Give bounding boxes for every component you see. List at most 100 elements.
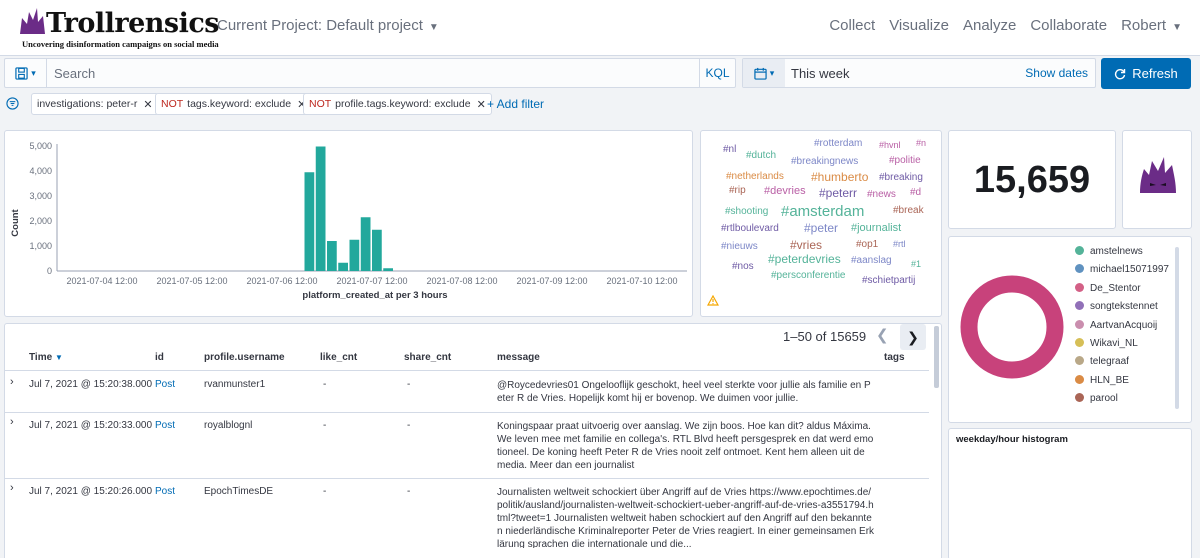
- hashtag-word[interactable]: #break: [893, 205, 924, 216]
- user-menu[interactable]: Robert ▼: [1121, 17, 1182, 34]
- hashtag-word[interactable]: #dutch: [746, 150, 777, 161]
- hashtag-word[interactable]: #nieuws: [721, 241, 758, 252]
- table-scrollbar[interactable]: [934, 326, 939, 388]
- hashtag-word[interactable]: #nl: [723, 144, 737, 155]
- add-filter-button[interactable]: + Add filter: [487, 97, 545, 111]
- legend-item[interactable]: De_Stentor: [1075, 282, 1141, 294]
- legend-item[interactable]: amstelnews: [1075, 246, 1143, 257]
- legend-item[interactable]: HLN_BE: [1075, 374, 1129, 386]
- donut-slice[interactable]: [960, 275, 1064, 379]
- col-id[interactable]: id: [155, 352, 164, 363]
- legend-item[interactable]: michael15071997: [1075, 264, 1169, 275]
- row-username: royalblognl: [204, 420, 253, 431]
- row-message: Koningspaar praat uitvoerig over aanslag…: [497, 421, 874, 471]
- hashtag-word[interactable]: #amsterdam: [781, 203, 865, 220]
- bar[interactable]: [338, 262, 348, 271]
- documents-table-panel: [4, 323, 942, 558]
- hashtag-word[interactable]: #rtl: [893, 239, 906, 249]
- saved-query-button[interactable]: ▾: [5, 59, 47, 87]
- hashtag-word[interactable]: #schietpartij: [862, 275, 916, 286]
- hashtag-word[interactable]: #politie: [889, 155, 921, 166]
- hashtag-word[interactable]: #shooting: [725, 206, 769, 217]
- brand-logo[interactable]: Trollrensics Uncovering disinformation c…: [18, 6, 220, 50]
- bar[interactable]: [372, 229, 382, 271]
- bar[interactable]: [360, 217, 371, 271]
- x-tick-label: 2021-07-07 12:00: [336, 276, 407, 286]
- expand-row-icon[interactable]: ›: [10, 376, 14, 388]
- filter-negate: NOT: [161, 98, 184, 110]
- nav-collect[interactable]: Collect: [829, 17, 876, 34]
- hashtag-word[interactable]: #news: [867, 189, 896, 200]
- hashtag-word[interactable]: #nos: [732, 261, 754, 272]
- hashtag-word[interactable]: #devries: [764, 185, 806, 197]
- search-input[interactable]: [47, 59, 701, 87]
- hashtag-word[interactable]: #op1: [856, 239, 879, 250]
- show-dates-link[interactable]: Show dates: [1025, 66, 1088, 80]
- nav-collaborate[interactable]: Collaborate: [1030, 17, 1108, 34]
- warning-icon[interactable]: [707, 295, 719, 306]
- col-share-cnt[interactable]: share_cnt: [404, 352, 452, 363]
- filter-pill[interactable]: investigations: peter-r ✕: [31, 93, 159, 115]
- filter-pill[interactable]: NOT tags.keyword: exclude ✕: [155, 93, 313, 115]
- hashtag-word[interactable]: #netherlands: [726, 171, 784, 182]
- col-time[interactable]: Time ▼: [29, 352, 63, 363]
- bar[interactable]: [383, 268, 393, 271]
- hashtag-word[interactable]: #1: [911, 259, 922, 269]
- bar[interactable]: [349, 239, 360, 271]
- histogram-panel: Count platform_created_at per 3 hours 0 1…: [4, 130, 693, 317]
- hashtag-word[interactable]: #vries: [790, 238, 823, 252]
- hashtag-word[interactable]: #humberto: [811, 170, 869, 184]
- hashtag-word[interactable]: #rip: [729, 185, 746, 196]
- col-like-cnt[interactable]: like_cnt: [320, 352, 358, 363]
- close-icon[interactable]: ✕: [143, 98, 153, 111]
- quick-date-button[interactable]: ▾: [743, 59, 785, 87]
- hashtag-word[interactable]: #rtlboulevard: [721, 223, 779, 234]
- project-selector[interactable]: Current Project: Default project ▼: [217, 17, 439, 34]
- row-id-link[interactable]: Post: [155, 379, 176, 390]
- hashtag-word[interactable]: #n: [916, 138, 927, 148]
- close-icon[interactable]: ✕: [297, 98, 307, 111]
- hashtag-word[interactable]: #hvnl: [879, 140, 901, 150]
- hashtag-word[interactable]: #d: [910, 187, 922, 198]
- hashtag-word[interactable]: #rotterdam: [814, 138, 863, 149]
- nav-analyze[interactable]: Analyze: [962, 17, 1017, 34]
- next-page-button[interactable]: ❯: [900, 324, 926, 350]
- col-username[interactable]: profile.username: [204, 352, 285, 363]
- legend-item[interactable]: telegraaf: [1075, 356, 1129, 367]
- legend-item[interactable]: songtekstennet: [1075, 301, 1158, 312]
- bar[interactable]: [304, 172, 315, 271]
- y-tick-label: 5,000: [29, 141, 52, 151]
- y-tick-label: 3,000: [29, 191, 52, 201]
- expand-row-icon[interactable]: ›: [10, 482, 14, 494]
- y-tick-label: 1,000: [29, 241, 52, 251]
- kql-toggle[interactable]: KQL: [699, 59, 735, 87]
- refresh-button[interactable]: Refresh: [1101, 58, 1191, 89]
- filter-options-icon[interactable]: [6, 97, 19, 110]
- col-message[interactable]: message: [497, 352, 540, 363]
- legend-item[interactable]: parool: [1075, 393, 1118, 404]
- legend-item[interactable]: AartvanAcquoij: [1075, 319, 1157, 331]
- close-icon[interactable]: ✕: [476, 98, 486, 111]
- legend-item[interactable]: Wikavi_NL: [1075, 338, 1138, 349]
- prev-page-button[interactable]: ❮: [876, 327, 889, 344]
- hashtag-word[interactable]: #peterdevries: [768, 252, 841, 266]
- legend-label: Wikavi_NL: [1090, 338, 1138, 349]
- hashtag-word[interactable]: #breaking: [879, 172, 923, 183]
- hashtag-word[interactable]: #peterr: [819, 186, 858, 200]
- row-id-link[interactable]: Post: [155, 486, 176, 497]
- hashtag-word[interactable]: #journalist: [851, 222, 902, 234]
- hashtag-word[interactable]: #persconferentie: [771, 270, 846, 281]
- col-tags[interactable]: tags: [884, 352, 905, 363]
- row-message: Journalisten weltweit schockiert über An…: [497, 487, 875, 548]
- bar[interactable]: [315, 146, 326, 272]
- hashtag-word[interactable]: #aanslag: [851, 255, 892, 266]
- expand-row-icon[interactable]: ›: [10, 416, 14, 428]
- hashtag-word[interactable]: #breakingnews: [791, 156, 859, 167]
- filter-pill[interactable]: NOT profile.tags.keyword: exclude ✕: [303, 93, 492, 115]
- row-id-link[interactable]: Post: [155, 420, 176, 431]
- legend-swatch: [1075, 282, 1084, 292]
- bar[interactable]: [327, 241, 337, 271]
- nav-visualize[interactable]: Visualize: [889, 17, 949, 34]
- hashtag-word[interactable]: #peter: [804, 221, 839, 235]
- legend-scrollbar[interactable]: [1175, 247, 1179, 409]
